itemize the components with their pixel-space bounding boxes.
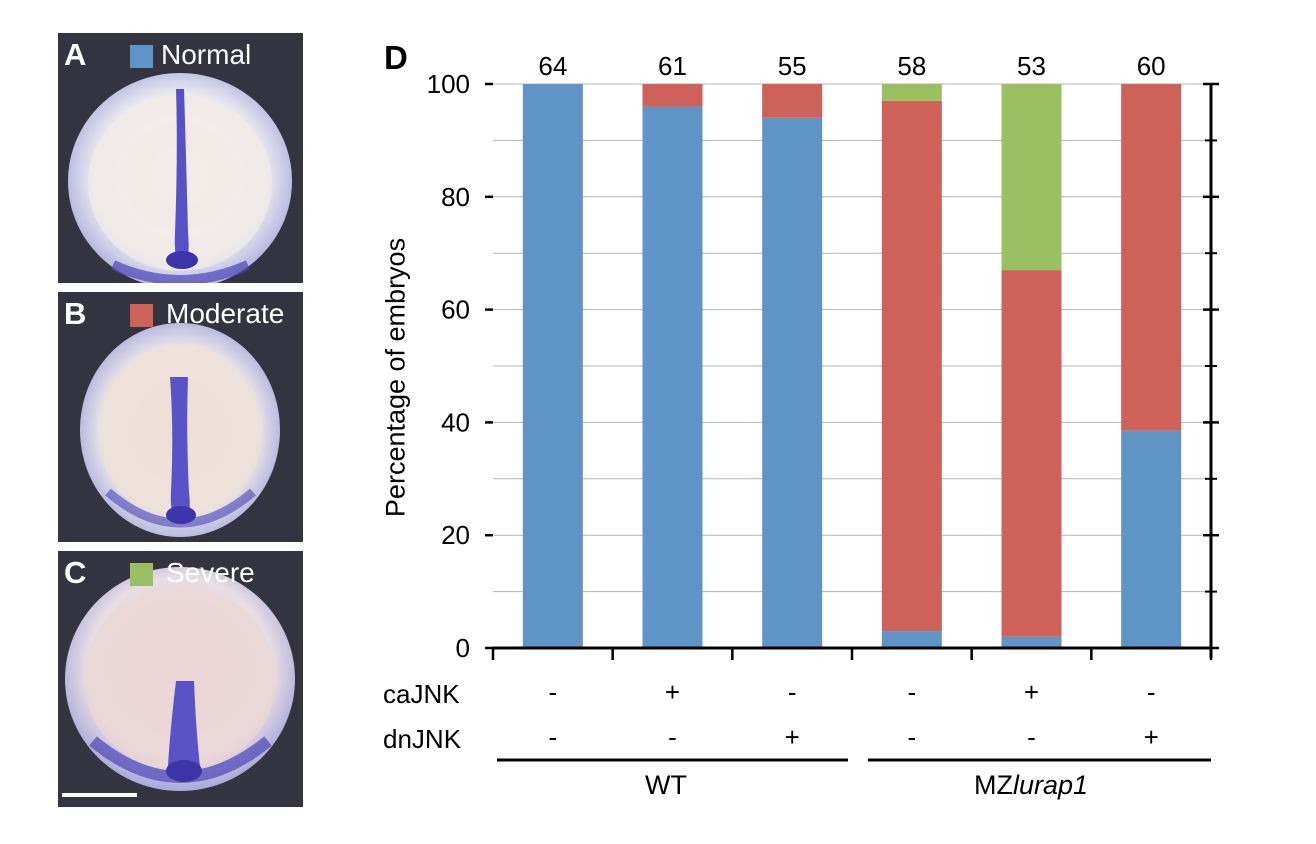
dnjnk-row-label: dnJNK [383,724,462,754]
n-label-2: 55 [778,51,807,81]
embryo-normal-illustration [68,73,292,283]
condition-cajnk-2: - [788,677,797,707]
bar-moderate-3 [881,100,942,632]
bar-severe-3 [881,84,942,101]
scale-bar [62,793,137,797]
cajnk-row-label: caJNK [383,679,460,709]
embryo-moderate-illustration [80,323,280,537]
bar-normal-3 [881,631,942,648]
y-tick-label-3: 60 [441,295,470,325]
panel-c-image: C Severe [58,551,303,807]
bar-normal-2 [762,117,823,649]
condition-cajnk-3: - [907,677,916,707]
panel-b-image: B Moderate [58,292,303,542]
y-tick-label-1: 20 [441,520,470,550]
y-tick-label-2: 40 [441,407,470,437]
condition-dnjnk-1: - [668,722,677,752]
bar-moderate-2 [762,84,823,118]
moderate-swatch [130,304,153,327]
panel-b-letter: B [64,296,87,331]
severe-swatch [130,563,153,586]
bar-moderate-5 [1121,84,1182,431]
severe-legend-label: Severe [166,557,255,588]
condition-dnjnk-0: - [548,722,557,752]
condition-cajnk-5: - [1147,677,1156,707]
embryo-severe-illustration [65,567,295,791]
bar-normal-4 [1001,636,1062,648]
condition-dnjnk-4: - [1027,722,1036,752]
n-label-4: 53 [1017,51,1046,81]
bar-normal-0 [522,84,583,648]
moderate-legend-label: Moderate [166,298,285,329]
condition-cajnk-0: - [548,677,557,707]
bar-normal-1 [642,106,703,648]
bar-moderate-1 [642,84,703,107]
n-label-0: 64 [538,51,567,81]
y-tick-label-4: 80 [441,182,470,212]
condition-cajnk-1: + [665,677,680,707]
normal-swatch [130,45,153,68]
condition-dnjnk-5: + [1144,722,1159,752]
panel-c-letter: C [64,555,87,590]
y-tick-label-5: 100 [427,69,470,99]
n-label-5: 60 [1137,51,1166,81]
group-label-wt: WT [645,772,687,799]
condition-cajnk-4: + [1024,677,1039,707]
normal-legend-label: Normal [161,39,252,70]
group-label-mz-lurap1: MZlurap1 [974,772,1088,799]
bar-severe-4 [1001,84,1062,271]
n-label-1: 61 [658,51,687,81]
group-label-wt-text: WT [645,770,687,800]
panel-a-letter: A [64,37,87,72]
bar-normal-5 [1121,430,1182,648]
bar-moderate-4 [1001,270,1062,637]
group-label-mz-italic: lurap1 [1012,770,1089,800]
y-tick-label-0: 0 [456,633,470,663]
panel-d-letter: D [384,39,408,76]
condition-dnjnk-2: + [785,722,800,752]
n-label-3: 58 [897,51,926,81]
condition-dnjnk-3: - [907,722,916,752]
panel-a-image: A Normal [58,33,303,283]
group-label-mz-text: MZ [974,770,1013,800]
